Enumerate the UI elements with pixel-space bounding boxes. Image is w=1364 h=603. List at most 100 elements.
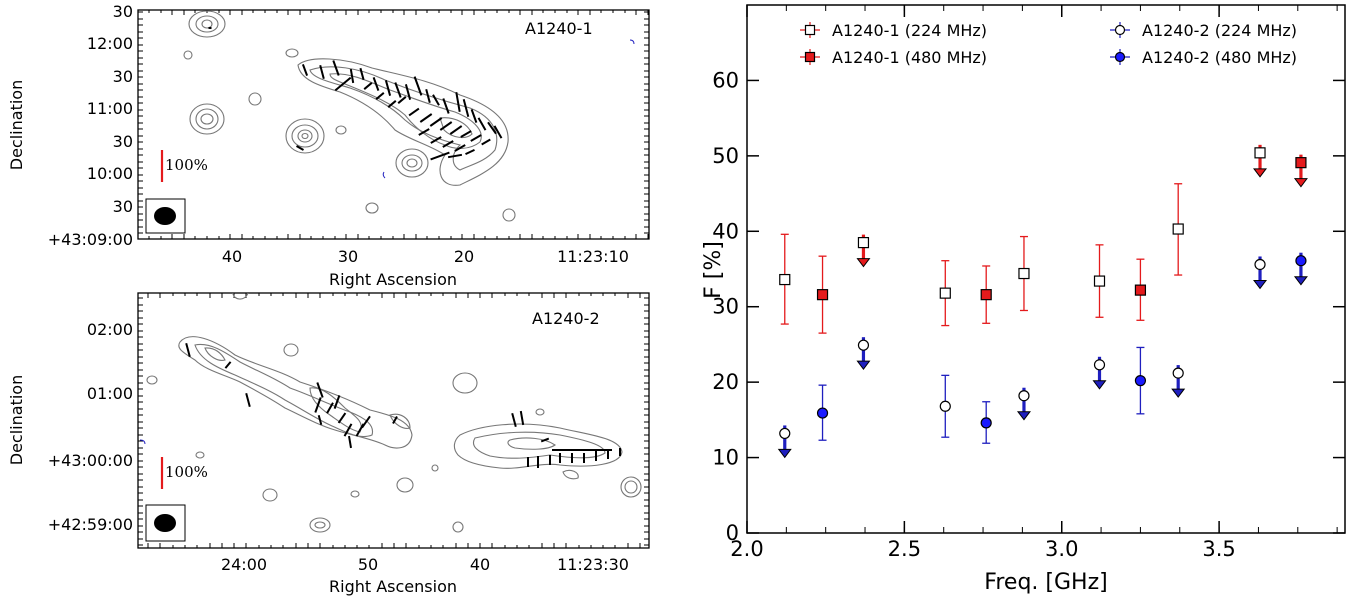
upper-limit-arrowhead — [856, 360, 871, 371]
artefact-mark — [629, 39, 635, 45]
polarization-vector — [439, 121, 453, 131]
polarization-vector — [511, 412, 517, 428]
polarization-vector — [372, 77, 380, 91]
legend-entry: A1240-2 (224 MHz) — [1110, 21, 1297, 40]
y-tick-label: +42:59:00 — [48, 515, 133, 534]
polarization-vector — [387, 100, 397, 108]
data-point — [816, 407, 829, 419]
polarization-vector — [301, 64, 309, 76]
data-point — [804, 24, 816, 36]
y-tick-label: 20 — [712, 370, 739, 394]
polarization-vector — [314, 397, 322, 413]
polarization-vector — [447, 153, 463, 159]
y-tick-label: 50 — [712, 144, 739, 168]
polarization-vector — [337, 412, 347, 424]
polarization-vector — [442, 98, 450, 114]
x-tick-label: 2.0 — [730, 537, 763, 561]
polarization-vector — [413, 76, 423, 96]
polarization-vector — [296, 145, 304, 151]
polarization-vector — [465, 148, 475, 156]
data-point — [1295, 255, 1307, 267]
polarization-vector — [470, 134, 482, 142]
data-point — [1134, 375, 1147, 387]
data-point — [1093, 359, 1106, 371]
data-point — [1018, 267, 1030, 280]
y-tick-label: 30 — [113, 197, 133, 216]
data-point — [1172, 367, 1184, 379]
x-tick-label: 3.5 — [1202, 537, 1235, 561]
polarization-vector — [408, 107, 420, 117]
polarization-vector — [487, 121, 497, 135]
panel-label: A1240-2 — [532, 309, 600, 328]
plot-frame — [746, 4, 1346, 534]
series — [816, 252, 1308, 444]
y-tick-label: 11:00 — [87, 99, 133, 118]
polarization-vector — [397, 96, 407, 104]
polarization-vector — [429, 117, 443, 127]
data-point — [1093, 275, 1106, 287]
x-axis-label: Right Ascension — [329, 270, 457, 289]
map-panel-a1240-2: 100% A1240-2 Declination Right Ascension… — [7, 292, 650, 596]
upper-limit-arrowhead — [1293, 178, 1308, 188]
legend-entry: A1240-1 (224 MHz) — [800, 21, 987, 40]
polarization-vector — [333, 395, 341, 409]
upper-limit-arrowhead — [1171, 388, 1186, 398]
data-point — [1254, 258, 1266, 271]
polarization-vector — [462, 99, 470, 117]
legend-label: A1240-2 (480 MHz) — [1142, 48, 1297, 67]
data-point — [939, 400, 951, 412]
data-point — [1114, 51, 1126, 63]
artefact-mark — [139, 439, 146, 445]
y-tick-label: +43:09:00 — [48, 230, 133, 249]
x-axis-label: Freq. [GHz] — [984, 570, 1107, 595]
series — [779, 144, 1268, 327]
series — [816, 154, 1308, 334]
polarization-vector — [348, 435, 352, 449]
polarization-vector — [384, 80, 392, 96]
data-marks — [777, 144, 1308, 459]
polarization-vector — [430, 151, 450, 161]
beam-box — [145, 198, 186, 234]
scale-bar-label: 100% — [165, 463, 208, 481]
series — [777, 256, 1268, 459]
y-tick-label: +43:00:00 — [48, 451, 133, 470]
y-tick-label: 30 — [113, 132, 133, 151]
polarization-vectors — [185, 342, 621, 468]
polarization-vector — [419, 113, 433, 123]
polarization-vector — [418, 128, 430, 136]
polarization-vector — [442, 140, 454, 148]
polarization-vector — [326, 402, 334, 414]
y-tick-label: 10 — [712, 446, 739, 470]
polarization-vector — [493, 125, 503, 139]
beam-ellipse — [154, 207, 176, 225]
y-axis-label: F [%] — [701, 241, 726, 299]
y-tick-label: 0 — [726, 521, 739, 545]
data-point — [1254, 147, 1266, 159]
polarization-vector — [359, 67, 365, 81]
polarization-vector — [430, 136, 442, 144]
data-point — [857, 237, 870, 249]
polarization-vector — [470, 109, 478, 123]
x-tick-label: 30 — [338, 247, 358, 266]
tick-marks — [138, 293, 649, 548]
y-axis-label: Declination — [7, 80, 26, 170]
x-tick-label: 3.0 — [1045, 537, 1078, 561]
polarization-vector — [394, 82, 402, 98]
legend: A1240-1 (224 MHz) A1240-1 (480 MHz) A1240-… — [800, 21, 1297, 67]
data-point — [816, 289, 829, 301]
y-tick-label: 30 — [113, 2, 133, 21]
beam-box — [145, 504, 186, 542]
data-point — [1295, 157, 1307, 169]
data-point — [1114, 24, 1126, 36]
upper-limit-arrowhead — [1092, 380, 1107, 390]
tick-marks — [138, 10, 649, 239]
polarization-vector — [349, 68, 355, 84]
polarization-vector — [334, 76, 352, 92]
data-point — [980, 417, 992, 429]
polarization-vector — [519, 410, 525, 426]
polarization-vector — [361, 415, 371, 429]
y-tick-label: 10:00 — [87, 164, 133, 183]
panel-label: A1240-1 — [525, 19, 593, 38]
tick-marks — [746, 5, 1345, 534]
data-point — [1134, 284, 1147, 296]
